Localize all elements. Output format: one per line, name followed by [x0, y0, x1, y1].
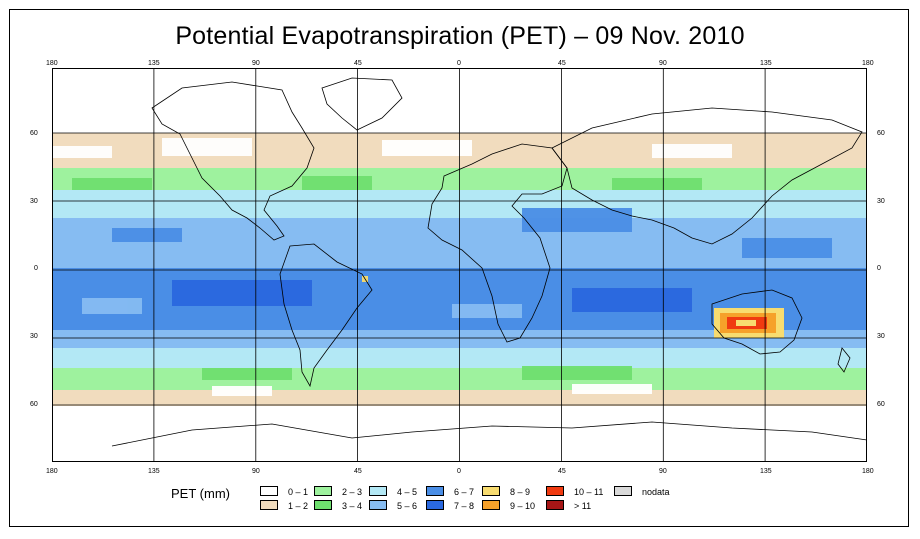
lon-label-top: 90: [659, 60, 667, 67]
patch: [202, 368, 292, 380]
legend-swatch: [369, 500, 387, 510]
lon-label-top: 180: [862, 60, 874, 67]
legend-label: 7 – 8: [454, 501, 475, 511]
map-canvas: [52, 68, 867, 462]
patch: [522, 208, 632, 232]
asia-outline: [551, 107, 863, 245]
patch: [742, 238, 832, 258]
lat-label-right: 0: [877, 265, 881, 272]
legend-label: 5 – 6: [397, 501, 418, 511]
lon-label-bottom: 135: [148, 468, 160, 475]
lon-label-top: 135: [760, 60, 772, 67]
hot-inner: [736, 320, 756, 326]
legend-swatch: [546, 500, 564, 510]
lon-label-top: 180: [46, 60, 58, 67]
legend-swatch: [314, 500, 332, 510]
patch: [302, 176, 372, 190]
patch: [382, 140, 472, 156]
lat-label-left: 60: [30, 130, 38, 137]
coastlines: [111, 77, 867, 447]
legend-label: 9 – 10: [510, 501, 536, 511]
legend-label: 0 – 1: [288, 487, 309, 497]
lon-label-bottom: 0: [457, 468, 461, 475]
legend-swatch: [426, 486, 444, 496]
south-america-outline: [279, 243, 373, 388]
lat-label-right: 30: [877, 198, 885, 205]
patch: [72, 178, 152, 190]
lat-label-left: 0: [34, 265, 38, 272]
antarctica-outline: [111, 421, 867, 447]
legend-label: 2 – 3: [342, 487, 363, 497]
patch: [652, 144, 732, 158]
legend-label: 10 – 11: [574, 487, 604, 497]
new-zealand-outline: [837, 347, 851, 373]
legend-swatch: [369, 486, 387, 496]
legend-label: 3 – 4: [342, 501, 363, 511]
legend-swatch: [260, 500, 278, 510]
lon-label-bottom: 90: [252, 468, 260, 475]
legend-title: PET (mm): [171, 486, 230, 501]
map-title: Potential Evapotranspiration (PET) – 09 …: [175, 22, 745, 50]
figure-frame: [9, 9, 909, 527]
lon-label-bottom: 45: [558, 468, 566, 475]
map-border: [52, 68, 867, 462]
patch: [572, 288, 692, 312]
lat-label-right: 30: [877, 333, 885, 340]
lat-label-left: 30: [30, 333, 38, 340]
graticule: [52, 68, 867, 462]
legend-swatch: [614, 486, 632, 496]
lon-label-top: 90: [252, 60, 260, 67]
legend-swatch: [426, 500, 444, 510]
lon-label-bottom: 180: [46, 468, 58, 475]
lon-label-bottom: 180: [862, 468, 874, 475]
legend-swatch: [546, 486, 564, 496]
patch: [162, 138, 252, 156]
patch: [172, 280, 312, 306]
legend-swatch: [482, 486, 500, 496]
legend-swatch: [482, 500, 500, 510]
legend-label: 4 – 5: [397, 487, 418, 497]
greenland-outline: [321, 77, 403, 131]
patch: [82, 298, 142, 314]
patch: [452, 304, 522, 318]
patch: [112, 228, 182, 242]
patch: [612, 178, 702, 190]
legend-swatch: [260, 486, 278, 496]
legend-label: 6 – 7: [454, 487, 475, 497]
patch: [212, 386, 272, 396]
lon-label-top: 0: [457, 60, 461, 67]
legend-swatch: [314, 486, 332, 496]
lon-label-bottom: 45: [354, 468, 362, 475]
lat-label-right: 60: [877, 130, 885, 137]
lon-label-top: 135: [148, 60, 160, 67]
australia-hotspot: [714, 308, 784, 338]
lon-label-bottom: 90: [659, 468, 667, 475]
legend-label: > 11: [574, 501, 592, 511]
patch: [572, 384, 652, 394]
lat-label-left: 60: [30, 401, 38, 408]
patch: [52, 146, 112, 158]
legend-label: 8 – 9: [510, 487, 531, 497]
legend-label: 1 – 2: [288, 501, 309, 511]
lon-label-top: 45: [558, 60, 566, 67]
lat-label-right: 60: [877, 401, 885, 408]
australia-outline: [711, 289, 803, 355]
north-america-outline: [151, 81, 315, 241]
pet-map: [52, 68, 867, 462]
legend-label: nodata: [642, 487, 670, 497]
lon-label-bottom: 135: [760, 468, 772, 475]
lat-label-left: 30: [30, 198, 38, 205]
lon-label-top: 45: [354, 60, 362, 67]
patch: [522, 366, 632, 380]
